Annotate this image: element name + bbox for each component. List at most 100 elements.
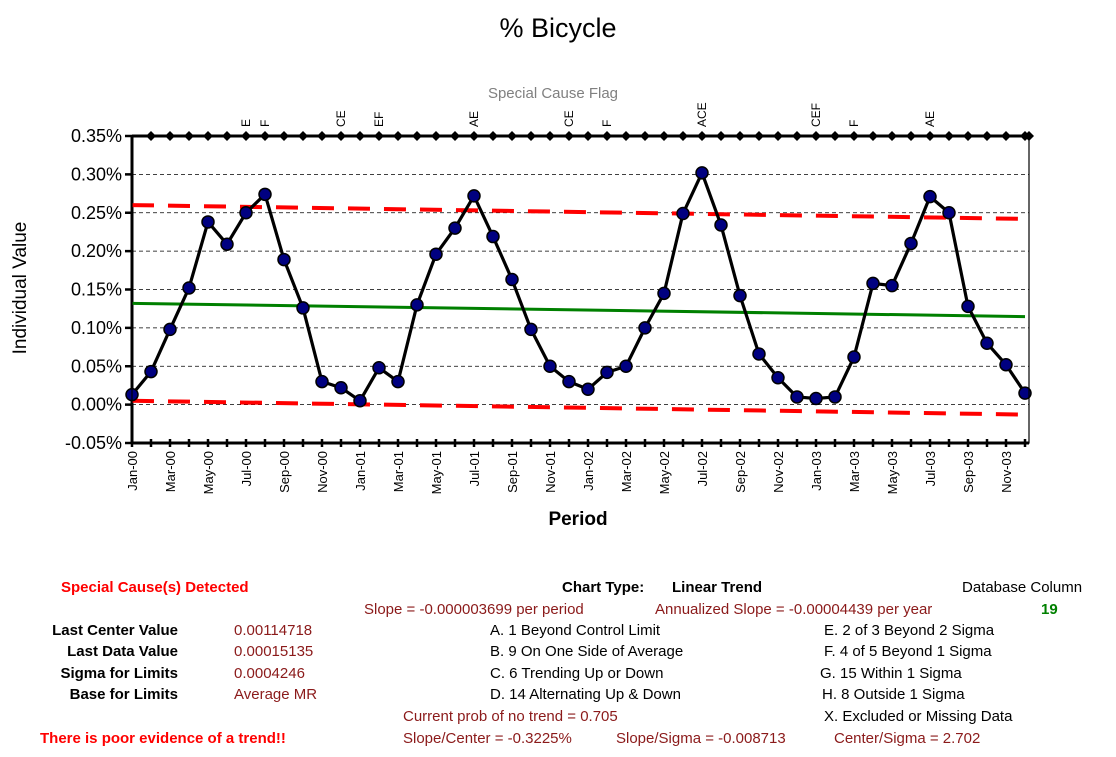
database-column-label: Database Column [962, 579, 1083, 596]
x-tick-label: May-00 [201, 451, 216, 494]
data-point [505, 272, 519, 287]
x-axis-ticks: Jan-00 Mar-00 May-00 Jul-00 Sep-00 Nov-00 Jan-… [125, 439, 1029, 494]
x-tick-label: Jul-01 [467, 451, 482, 486]
special-cause-flag-title: Special Cause Flag [488, 85, 618, 102]
last-data-label: Last Data Value [67, 643, 178, 660]
data-point [885, 278, 899, 293]
x-tick-label: May-01 [429, 451, 444, 494]
slope-center-ratio: Slope/Center = -0.3225% [403, 730, 572, 747]
data-point [638, 321, 652, 335]
data-point [733, 288, 747, 303]
slope-sigma-ratio: Slope/Sigma = -0.008713 [616, 730, 786, 747]
flag-label: CE [334, 110, 348, 127]
data-point [524, 322, 538, 337]
y-tick-label: 0.15% [71, 280, 122, 300]
flag-label: E [239, 119, 253, 127]
data-point [562, 374, 576, 389]
data-point [828, 390, 842, 404]
chart-type-value: Linear Trend [672, 579, 763, 596]
sigma-value: 0.0004246 [234, 665, 305, 682]
data-point [695, 166, 709, 180]
data-point [277, 252, 291, 267]
data-point [809, 391, 823, 406]
data-point [714, 218, 728, 232]
special-cause-detected: Special Cause(s) Detected [61, 579, 249, 596]
data-points [125, 166, 1032, 408]
y-tick-label: 0.00% [71, 395, 122, 415]
slope-text: Slope = -0.000003699 per period [364, 601, 584, 618]
data-point [866, 276, 880, 291]
rule-g: G. 15 Within 1 Sigma [820, 665, 962, 682]
y-tick-label: 0.35% [71, 126, 122, 146]
database-column-value: 19 [1041, 601, 1058, 618]
data-point [239, 206, 253, 220]
rule-d: D. 14 Alternating Up & Down [490, 686, 681, 703]
x-tick-label: Nov-03 [999, 451, 1014, 493]
flag-label: CE [562, 110, 576, 127]
last-center-label: Last Center Value [52, 622, 178, 639]
x-tick-label: Nov-00 [315, 451, 330, 493]
flag-label: EF [372, 112, 386, 127]
flag-label: F [258, 120, 272, 127]
data-point [752, 347, 766, 361]
data-point [619, 359, 633, 373]
data-point [543, 359, 557, 373]
x-tick-label: Sep-02 [733, 451, 748, 493]
data-point [201, 215, 215, 229]
y-tick-label: -0.05% [65, 433, 122, 453]
data-point [410, 298, 424, 312]
flag-label: AE [923, 111, 937, 127]
last-data-value: 0.00015135 [234, 643, 314, 660]
y-tick-label: 0.20% [71, 241, 122, 261]
x-axis-label: Period [548, 509, 607, 530]
data-point [980, 336, 994, 350]
x-tick-label: Mar-00 [163, 451, 178, 492]
series-lines [130, 171, 1027, 417]
prob-no-trend: Current prob of no trend = 0.705 [403, 708, 618, 725]
data-point [220, 237, 234, 251]
poor-evidence-warning: There is poor evidence of a trend!! [40, 730, 286, 747]
center-sigma-ratio: Center/Sigma = 2.702 [834, 730, 981, 747]
sigma-label: Sigma for Limits [60, 665, 178, 682]
x-tick-label: May-02 [657, 451, 672, 494]
data-point [657, 286, 671, 301]
data-point [961, 299, 975, 314]
data-point [771, 371, 785, 385]
annualized-slope-text: Annualized Slope = -0.00004439 per year [655, 601, 933, 618]
x-tick-label: Nov-02 [771, 451, 786, 493]
x-tick-label: Jul-02 [695, 451, 710, 486]
x-tick-label: Sep-03 [961, 451, 976, 493]
data-point [486, 229, 500, 244]
y-tick-label: 0.30% [71, 164, 122, 184]
y-tick-label: 0.25% [71, 203, 122, 223]
data-point [372, 361, 386, 375]
base-label: Base for Limits [69, 686, 178, 703]
y-axis-ticks: 0.35% 0.30% 0.25% 0.20% 0.15% 0.10% 0.05% 0.00%… [65, 126, 134, 453]
x-tick-label: Mar-02 [619, 451, 634, 492]
plot-frame [131, 135, 1030, 444]
x-tick-label: Jan-00 [125, 451, 140, 491]
x-tick-label: Jul-00 [239, 451, 254, 486]
y-tick-label: 0.05% [71, 356, 122, 376]
x-tick-label: Mar-03 [847, 451, 862, 492]
center-line [131, 301, 1026, 319]
data-point [923, 189, 937, 204]
data-point [429, 247, 443, 261]
data-point [334, 380, 348, 395]
flag-label: F [847, 120, 861, 127]
data-point [581, 382, 595, 397]
x-tick-label: Jan-01 [353, 451, 368, 491]
x-tick-label: Mar-01 [391, 451, 406, 492]
data-point [296, 301, 310, 315]
rule-c: C. 6 Trending Up or Down [490, 665, 664, 682]
data-point [353, 394, 367, 408]
data-point [790, 390, 804, 404]
x-tick-label: May-03 [885, 451, 900, 494]
data-point [942, 206, 956, 220]
rule-e: E. 2 of 3 Beyond 2 Sigma [824, 622, 995, 639]
x-tick-label: Jan-03 [809, 451, 824, 491]
special-cause-flags: E F CE EF AE CE F ACE CEF F AE [132, 102, 1034, 141]
flag-label: ACE [695, 102, 709, 127]
rule-x: X. Excluded or Missing Data [824, 708, 1013, 725]
rule-h: H. 8 Outside 1 Sigma [822, 686, 965, 703]
